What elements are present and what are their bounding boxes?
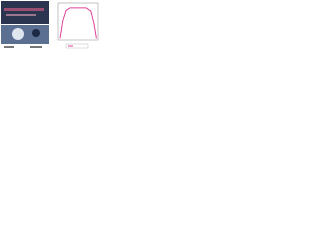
photo-bottom — [1, 25, 49, 44]
figure — [1, 1, 99, 49]
photo-caption — [4, 46, 14, 48]
photo-caption — [30, 46, 42, 48]
legend-box — [65, 43, 89, 49]
photo-panel — [1, 1, 49, 48]
photo-streak — [6, 14, 36, 16]
photo-object — [32, 29, 40, 37]
page: {"chart_data": {"type": "line", "x": [0.… — [0, 0, 100, 51]
photo-streak — [4, 8, 44, 11]
data-line — [59, 7, 97, 39]
chart — [57, 2, 99, 49]
photo-top — [1, 1, 49, 24]
photo-object — [12, 28, 24, 40]
plot-frame — [57, 2, 99, 41]
